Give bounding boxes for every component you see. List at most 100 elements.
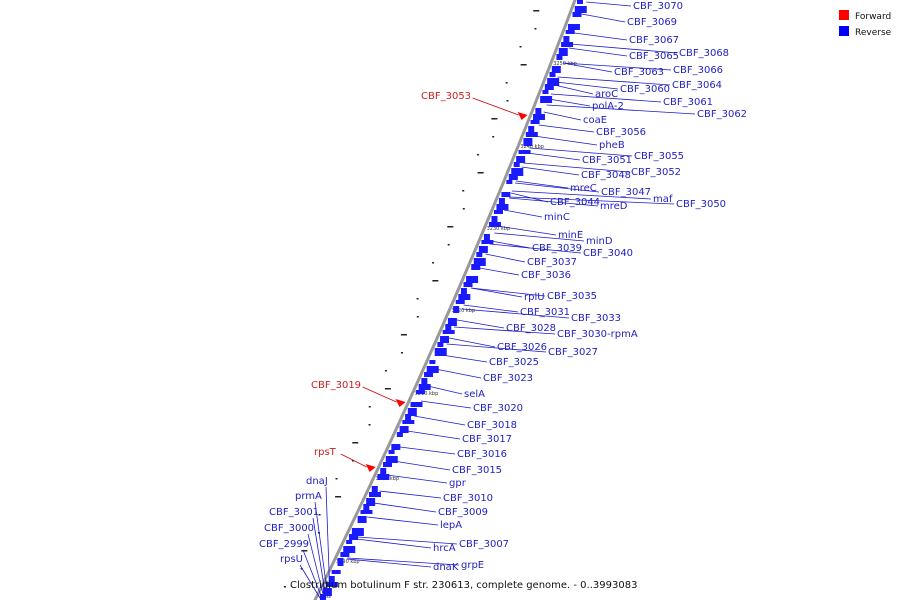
leader-line	[479, 267, 520, 276]
tick-dot	[384, 388, 391, 390]
gene-label-reverse: CBF_3063	[614, 67, 664, 78]
tick-dot	[491, 118, 498, 120]
gene-label-reverse: CBF_3026	[497, 342, 547, 353]
reverse-gene-block	[368, 492, 381, 497]
reverse-gene-block	[371, 486, 378, 493]
gene-label-reverse: CBF_3028	[506, 323, 556, 334]
gene-label-reverse: hrcA	[433, 543, 456, 554]
tick-dot	[519, 46, 522, 48]
reverse-gene-block	[471, 264, 481, 270]
leader-line	[554, 84, 594, 95]
gene-label-reverse: CBF_3031	[520, 307, 570, 318]
reverse-gene-block	[319, 594, 326, 600]
tick-dot	[432, 262, 435, 264]
gene-label-reverse: CBF_3020	[473, 403, 523, 414]
leader-line	[299, 564, 321, 599]
tick-dot	[447, 226, 454, 228]
tick-dot	[416, 298, 419, 300]
reverse-gene-block	[458, 294, 471, 300]
reverse-gene-block	[340, 552, 350, 557]
leader-line-forward	[340, 453, 367, 468]
tick-dot	[462, 208, 465, 210]
gene-label-reverse: grpE	[461, 560, 484, 571]
label-leader-lines	[299, 1, 696, 599]
reverse-gene-block	[357, 516, 367, 523]
gene-label-reverse: CBF_3040	[583, 248, 633, 259]
reverse-gene-block	[328, 576, 335, 583]
legend-swatch-reverse	[839, 26, 849, 36]
gene-label-reverse: CBF_3070	[633, 1, 683, 12]
gene-label-reverse: CBF_3039	[532, 243, 582, 254]
leader-line	[511, 190, 652, 200]
gene-label-forward: CBF_3053	[421, 91, 471, 102]
gene-label-reverse: gpr	[449, 478, 467, 489]
leader-line	[470, 287, 523, 298]
reverse-gene-block	[396, 432, 403, 437]
tick-dot	[462, 190, 465, 192]
gene-label-reverse: CBF_3068	[679, 48, 729, 59]
leader-line	[543, 111, 582, 121]
reverse-gene-block	[513, 162, 520, 167]
reverse-gene-block	[434, 348, 447, 356]
gene-label-reverse: CBF_3018	[467, 420, 517, 431]
leader-line	[515, 182, 600, 193]
gene-label-reverse: mreD	[600, 201, 628, 212]
leader-line	[312, 517, 327, 599]
tick-dot	[384, 370, 387, 372]
gene-labels-layer: CBF_3070 CBF_3069 CBF_3067CBF_3068CBF_3065…	[259, 1, 747, 573]
gene-label-reverse: CBF_3065	[629, 51, 679, 62]
leader-line	[509, 196, 675, 205]
gene-label-reverse: CBF_3064	[672, 80, 722, 91]
reverse-gene-block	[418, 384, 431, 390]
reverse-gene-block	[493, 210, 503, 214]
leader-line	[555, 81, 619, 90]
leader-line	[523, 162, 630, 173]
tick-dot	[505, 82, 508, 84]
reverse-gene-block	[426, 366, 439, 373]
reverse-gene-block	[388, 450, 395, 454]
gene-label-reverse: rplU	[524, 292, 545, 303]
leader-line	[393, 460, 451, 471]
reverse-gene-block	[407, 408, 417, 416]
leader-line	[420, 400, 472, 409]
genome-backbone	[313, 0, 577, 600]
reverse-gene-block	[437, 342, 444, 347]
gene-label-reverse: CBF_3027	[548, 347, 598, 358]
leader-line	[407, 430, 461, 440]
leader-line	[461, 308, 570, 319]
reverse-gene-block	[556, 54, 563, 60]
leader-line	[427, 385, 463, 395]
leader-line	[515, 180, 569, 189]
reverse-gene-block	[567, 24, 580, 30]
gene-label-reverse: CBF_3017	[462, 434, 512, 445]
reverse-gene-block	[501, 192, 511, 197]
leader-line	[463, 304, 519, 313]
leader-line	[490, 240, 531, 249]
leader-line	[367, 516, 439, 526]
leader-line	[510, 192, 549, 203]
tick-dot	[520, 64, 527, 66]
gene-label-reverse: CBF_3037	[527, 257, 577, 268]
reverse-gene-block	[478, 246, 488, 253]
leader-line	[574, 32, 628, 41]
gene-label-reverse: CBF_3010	[443, 493, 493, 504]
reverse-gene-block	[351, 528, 364, 536]
reverse-gene-block	[440, 336, 450, 343]
reverse-gene-block	[363, 504, 370, 510]
leader-line-forward	[472, 97, 519, 116]
tick-dot	[447, 244, 450, 246]
leader-line	[508, 197, 599, 207]
reverse-gene-block	[402, 420, 415, 424]
leader-line	[414, 415, 466, 426]
leader-line	[529, 147, 633, 157]
leader-line	[548, 98, 591, 107]
gene-label-reverse: pheB	[599, 140, 625, 151]
reverse-gene-block	[565, 30, 575, 34]
gene-label-reverse: CBF_3025	[489, 357, 539, 368]
leader-line	[325, 486, 331, 599]
tick-dot	[318, 514, 321, 516]
genome-backbone-layer	[313, 0, 577, 600]
legend: Forward Reverse	[839, 10, 892, 38]
